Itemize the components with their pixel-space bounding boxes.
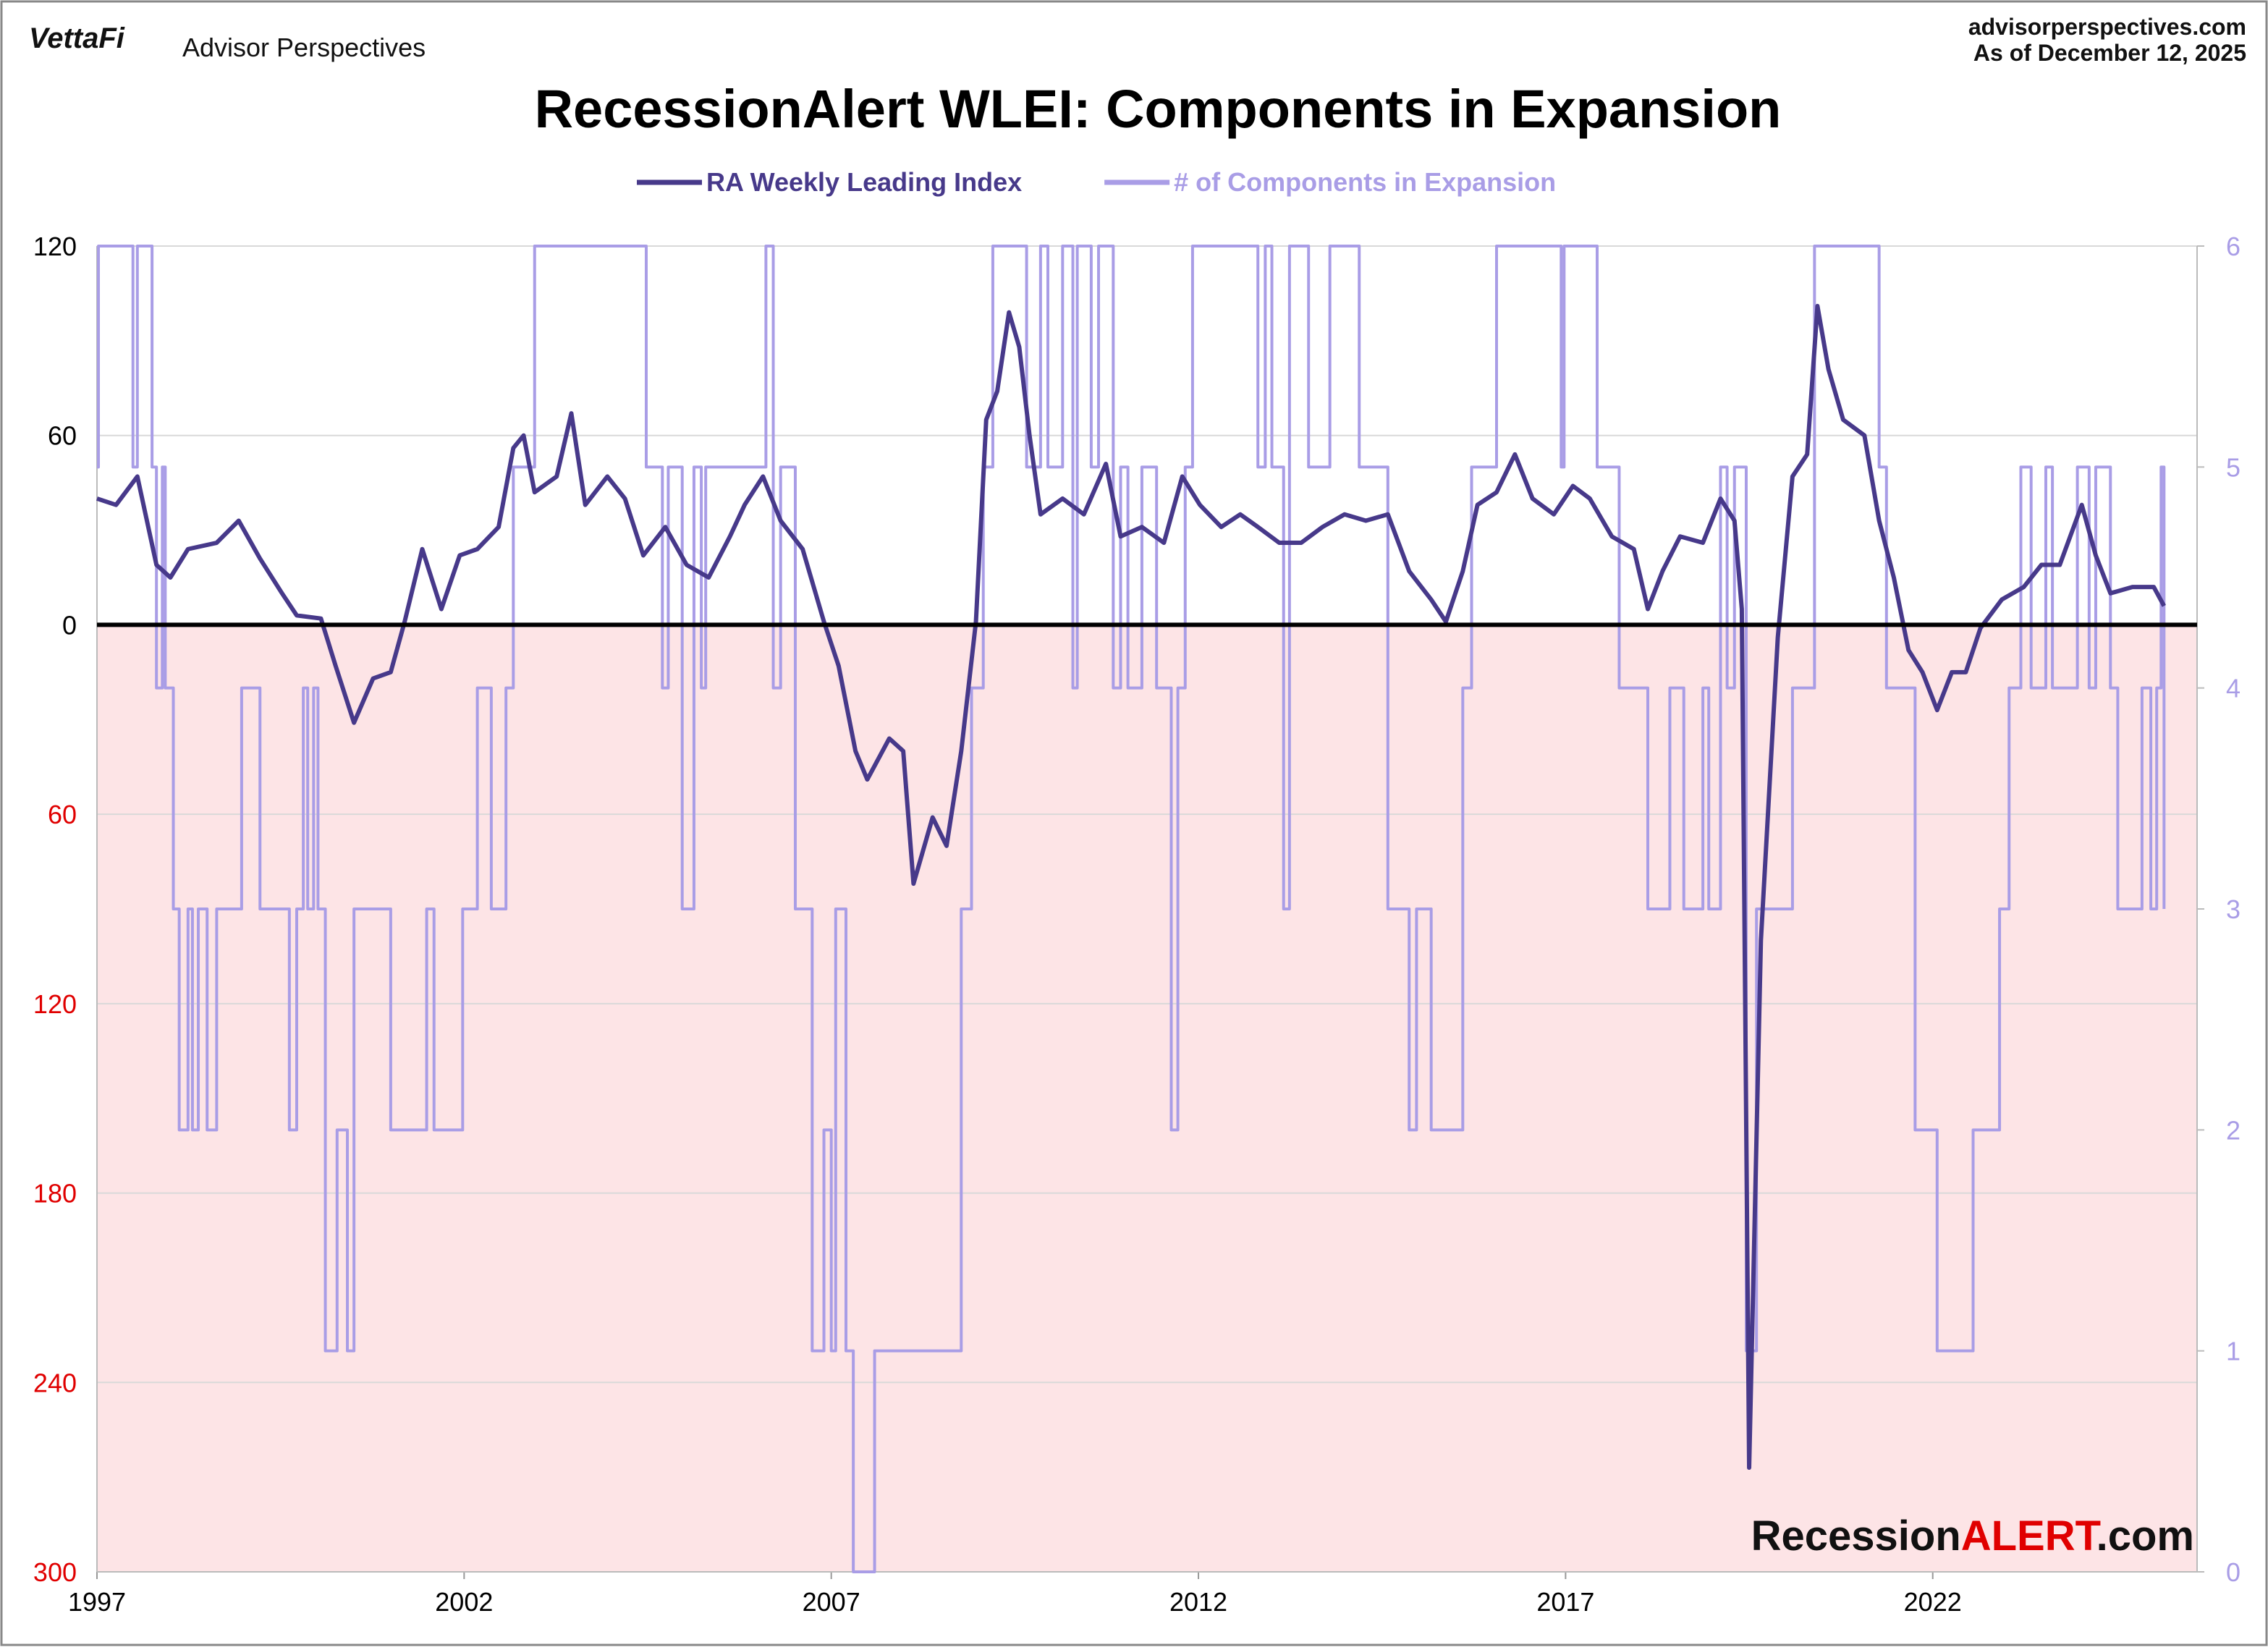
y2-tick-label: 3	[2226, 894, 2241, 924]
y2-tick-label: 1	[2226, 1337, 2241, 1366]
watermark-prefix: Recession	[1751, 1512, 1961, 1560]
x-tick-label: 2017	[1536, 1587, 1594, 1617]
watermark-suffix: .com	[2096, 1512, 2194, 1560]
as-of-date: As of December 12, 2025	[1973, 40, 2246, 66]
y-tick-label: 0	[62, 610, 77, 640]
y2-tick-label: 0	[2226, 1557, 2241, 1587]
y2-tick-label: 4	[2226, 674, 2241, 703]
legend-label: # of Components in Expansion	[1174, 167, 1556, 197]
y-tick-label: 120	[33, 989, 77, 1019]
y-tick-label: 60	[48, 800, 77, 829]
watermark-highlight: ALERT	[1961, 1512, 2101, 1560]
x-tick-label: 1997	[68, 1587, 126, 1617]
y-tick-label: 240	[33, 1368, 77, 1397]
y-tick-label: 120	[33, 232, 77, 261]
site: advisorperspectives.com	[1968, 14, 2246, 40]
y2-tick-label: 5	[2226, 452, 2241, 482]
watermark: RecessionALERT.com	[1751, 1512, 2194, 1560]
publisher: Advisor Perspectives	[182, 33, 426, 62]
y2-tick-label: 2	[2226, 1115, 2241, 1145]
y-tick-label: 300	[33, 1557, 77, 1587]
x-tick-label: 2022	[1904, 1587, 1962, 1617]
y-tick-label: 180	[33, 1179, 77, 1209]
chart-title: RecessionAlert WLEI: Components in Expan…	[535, 79, 1782, 139]
series-line	[97, 245, 2166, 1573]
x-tick-label: 2012	[1169, 1587, 1227, 1617]
brand: VettaFi	[29, 22, 125, 54]
x-tick-label: 2007	[803, 1587, 860, 1617]
y-tick-label: 60	[48, 421, 77, 451]
negative-zone	[97, 625, 2197, 1572]
y2-tick-label: 6	[2226, 232, 2241, 261]
x-tick-label: 2002	[435, 1587, 493, 1617]
legend-label: RA Weekly Leading Index	[706, 167, 1022, 197]
series-line	[96, 303, 2166, 1471]
